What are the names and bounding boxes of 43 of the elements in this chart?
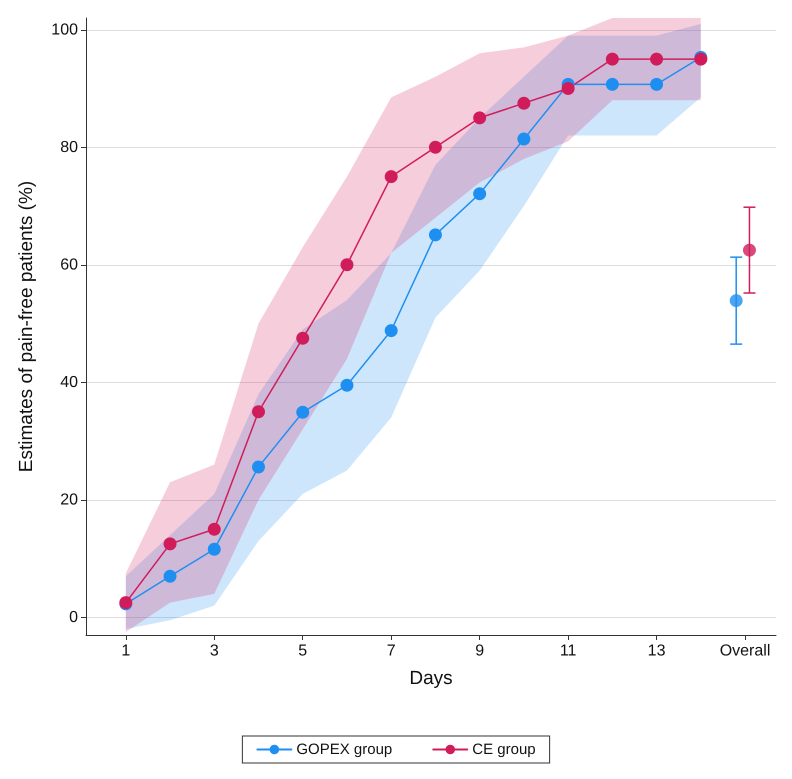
point — [208, 542, 221, 556]
point — [296, 406, 310, 419]
x-axis-title: Days — [409, 668, 453, 689]
y-tick-label: 100 — [51, 21, 78, 38]
point — [730, 294, 743, 308]
point — [562, 82, 575, 96]
y-tick-label: 0 — [69, 608, 78, 626]
x-tick-label: 13 — [648, 642, 666, 660]
y-axis-title: Estimates of pain-free patients (%) — [16, 180, 37, 472]
x-tick-label: 3 — [210, 642, 219, 660]
x-tick-label: Overall — [720, 642, 770, 660]
point — [340, 378, 354, 392]
point — [340, 258, 354, 272]
point — [473, 111, 486, 124]
point — [428, 140, 442, 154]
point — [606, 52, 619, 66]
point — [650, 52, 664, 66]
x-tick-label: 9 — [475, 642, 484, 660]
point — [252, 460, 265, 474]
y-tick-label: 60 — [60, 256, 78, 274]
legend-label: GOPEX group — [296, 741, 392, 758]
point — [742, 244, 756, 257]
point — [384, 324, 398, 338]
point — [517, 132, 530, 146]
point — [296, 332, 310, 345]
point — [473, 187, 486, 200]
y-tick-label: 40 — [60, 374, 78, 391]
point — [606, 78, 619, 91]
x-tick-label: 7 — [386, 642, 396, 660]
point — [208, 522, 221, 536]
point — [164, 570, 177, 583]
point — [164, 537, 177, 550]
point — [650, 78, 664, 91]
y-tick-label: 20 — [60, 491, 78, 508]
y-tick-label: 80 — [60, 138, 78, 156]
legend-label: CE group — [472, 741, 536, 758]
x-tick-label: 1 — [121, 642, 130, 660]
x-tick-label: 11 — [560, 642, 577, 660]
point — [384, 170, 398, 184]
point — [252, 405, 265, 418]
x-tick-label: 5 — [298, 642, 308, 660]
point — [428, 228, 442, 242]
point — [517, 96, 530, 110]
